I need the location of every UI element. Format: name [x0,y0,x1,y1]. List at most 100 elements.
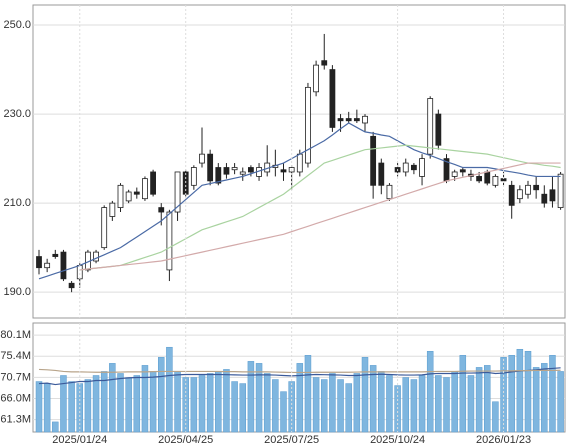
volume-bar [272,379,279,433]
volume-bar [223,369,230,433]
moving-average-line [38,367,561,386]
volume-bar [296,363,304,433]
x-tick-label: 2025/10/24 [370,434,425,446]
candle-body [76,265,83,280]
volume-bar [117,373,124,433]
volume-bar [459,355,467,433]
volume-bar [475,367,483,433]
candle-body [451,171,458,177]
volume-bar [166,346,173,433]
candle-body [247,167,254,173]
volume-bar [369,365,377,433]
volume-bar [337,379,344,433]
moving-average-line [79,144,561,271]
candle-body [36,256,42,269]
volume-bar [435,375,442,433]
volume-bar [378,371,385,433]
candle-body [508,184,515,206]
candle-body [215,167,222,184]
volume-bar [386,375,393,433]
volume-bar [402,377,409,433]
candle-body [557,173,564,208]
candle-body [166,211,173,271]
y-tick-label: 480.1M [0,329,31,341]
volume-bar [451,371,458,433]
volume-bar [304,355,312,433]
y-tick-label: 375.4M [0,350,31,362]
candle-body [435,113,442,146]
candle-body [313,64,320,93]
volume-bar [68,381,75,433]
candle-body [280,169,287,173]
volume-bar [508,355,515,433]
candle-body [533,184,540,191]
volume-bar [312,377,320,433]
moving-average-line [38,368,561,374]
candle-body [109,202,116,217]
candle-body [329,69,336,128]
y-tick-label: 210.0 [3,197,31,209]
candle-body [223,167,230,175]
candle-body [133,191,140,195]
candle-body [44,262,51,269]
volume-bar [231,381,238,433]
volume-bar [239,383,246,433]
y-tick-label: 270.7M [0,371,31,383]
volume-bar [361,357,369,433]
volume-bar [443,377,450,433]
volume-bar [206,373,214,433]
candle-body [525,184,531,195]
volume-bar [190,377,198,433]
candle-body [484,171,491,184]
candle-body [190,167,197,186]
candle-body [353,118,360,122]
volume-bar [92,375,100,433]
volume-bar [557,371,564,433]
volume-bar [198,375,206,433]
volume-bar [492,401,499,433]
candle-body [305,86,311,164]
candle-body [174,171,181,213]
x-tick-label: 2025/07/25 [264,434,319,446]
volume-bar [125,377,132,433]
volume-bar [345,383,352,433]
candle-body [427,98,434,155]
candle-body [386,184,393,200]
candle-body [345,118,352,122]
moving-average-line [38,122,561,280]
candle-body [117,184,124,208]
candle-body [378,162,385,186]
candle-body [516,189,523,200]
candle-body [52,253,59,257]
candle-body [321,60,328,66]
candle-body [231,167,238,171]
candle-body [125,191,132,202]
x-tick-label: 2025/01/24 [52,434,107,446]
volume-bar [353,373,361,433]
candle-body [370,135,377,186]
volume-bar [516,348,524,433]
moving-average-line [79,162,561,271]
candle-body [362,115,368,124]
x-tick-label: 2025/04/25 [158,434,213,446]
candle-body [142,178,148,200]
volume-bar [484,365,491,433]
candle-body [199,153,205,164]
candle-body [492,176,499,186]
y-tick-label: 166.0M [0,392,31,404]
volume-bar [532,367,540,433]
y-tick-label: 250.0 [3,19,31,31]
volume-bar [133,375,141,433]
volume-bar [524,351,532,433]
volume-bar [52,421,59,433]
volume-bar [263,373,271,433]
y-tick-label: 230.0 [3,108,31,120]
volume-bar [109,363,116,433]
candle-body [459,169,466,173]
volume-bar [174,371,181,433]
volume-bar [467,375,475,433]
candle-body [60,251,67,280]
candle-body [296,153,303,173]
